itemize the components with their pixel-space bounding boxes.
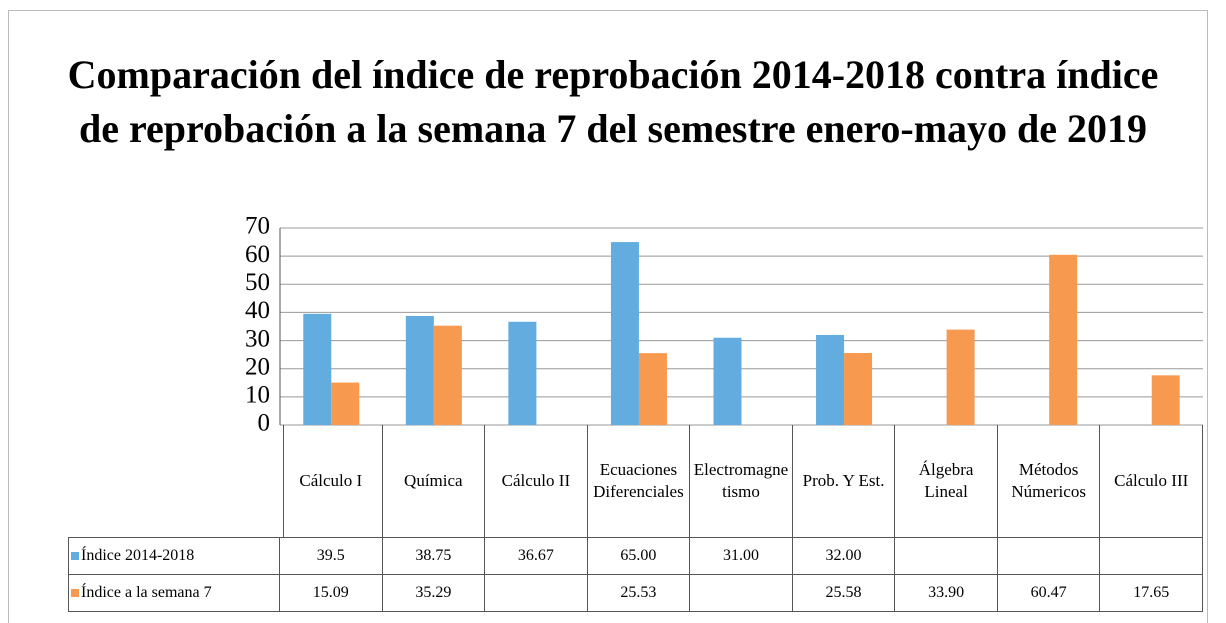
category-cell: Química — [382, 425, 486, 538]
category-cell: Cálculo I — [280, 425, 383, 538]
y-tick-label: 60 — [245, 241, 270, 268]
legend-label: Índice 2014-2018 — [81, 547, 195, 564]
value-cell: 39.5 — [280, 538, 383, 575]
value-cell — [485, 575, 588, 612]
value-cell: 35.29 — [382, 575, 486, 612]
y-tick-label: 70 — [245, 213, 270, 240]
chart-title: Comparación del índice de reprobación 20… — [67, 52, 1159, 151]
bar — [610, 242, 639, 425]
value-cell: 38.75 — [382, 538, 486, 575]
value-cell: 32.00 — [792, 538, 896, 575]
bar — [713, 337, 742, 425]
legend-swatch — [71, 589, 79, 597]
category-cell: Ecuaciones Diferenciales — [587, 425, 691, 538]
bar — [331, 382, 360, 425]
value-cell: 25.53 — [587, 575, 691, 612]
bar — [303, 313, 332, 425]
y-tick-label: 40 — [245, 297, 270, 324]
value-cell: 25.58 — [792, 575, 896, 612]
table-top-left — [279, 425, 284, 538]
category-cell: Métodos Númericos — [997, 425, 1101, 538]
legend-swatch — [71, 552, 79, 560]
y-tick-label: 10 — [245, 382, 270, 409]
category-cell: Álgebra Lineal — [895, 425, 998, 538]
value-cell — [895, 538, 998, 575]
bar — [946, 329, 975, 425]
value-cell: 33.90 — [895, 575, 998, 612]
y-tick-label: 0 — [258, 410, 271, 437]
value-cell — [997, 538, 1101, 575]
y-tick-label: 30 — [245, 325, 270, 352]
category-cell: Prob. Y Est. — [792, 425, 896, 538]
table-top-line — [68, 537, 280, 538]
bar — [508, 321, 537, 425]
y-tick-label: 20 — [245, 353, 270, 380]
value-cell: 15.09 — [280, 575, 383, 612]
category-cell: Electromagnetismo — [690, 425, 793, 538]
category-cell: Cálculo III — [1100, 425, 1203, 538]
legend-cell: Índice a la semana 7 — [68, 575, 280, 612]
chart-frame — [8, 10, 1208, 623]
bar — [433, 325, 462, 425]
bar — [1151, 375, 1180, 425]
value-cell: 60.47 — [997, 575, 1101, 612]
bar — [1049, 254, 1078, 425]
category-cell: Cálculo II — [485, 425, 588, 538]
bar — [844, 353, 873, 425]
y-tick-label: 50 — [245, 269, 270, 296]
bar — [405, 315, 434, 425]
value-cell: 17.65 — [1100, 575, 1203, 612]
bar — [638, 353, 667, 425]
value-cell — [1100, 538, 1203, 575]
legend-cell: Índice 2014-2018 — [68, 538, 280, 575]
value-cell: 36.67 — [485, 538, 588, 575]
value-cell — [690, 575, 793, 612]
value-cell: 65.00 — [587, 538, 691, 575]
bar — [816, 334, 845, 425]
value-cell: 31.00 — [690, 538, 793, 575]
legend-label: Índice a la semana 7 — [81, 584, 212, 601]
